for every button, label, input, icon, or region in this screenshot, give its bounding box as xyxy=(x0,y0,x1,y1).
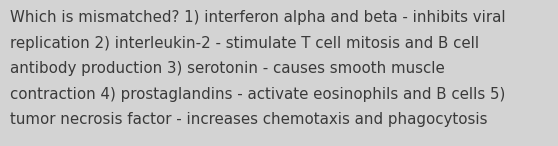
Text: tumor necrosis factor - increases chemotaxis and phagocytosis: tumor necrosis factor - increases chemot… xyxy=(10,112,488,127)
Text: replication 2) interleukin-2 - stimulate T cell mitosis and B cell: replication 2) interleukin-2 - stimulate… xyxy=(10,36,479,51)
Text: antibody production 3) serotonin - causes smooth muscle: antibody production 3) serotonin - cause… xyxy=(10,61,445,76)
Text: Which is mismatched? 1) interferon alpha and beta - inhibits viral: Which is mismatched? 1) interferon alpha… xyxy=(10,10,506,25)
Text: contraction 4) prostaglandins - activate eosinophils and B cells 5): contraction 4) prostaglandins - activate… xyxy=(10,87,506,102)
